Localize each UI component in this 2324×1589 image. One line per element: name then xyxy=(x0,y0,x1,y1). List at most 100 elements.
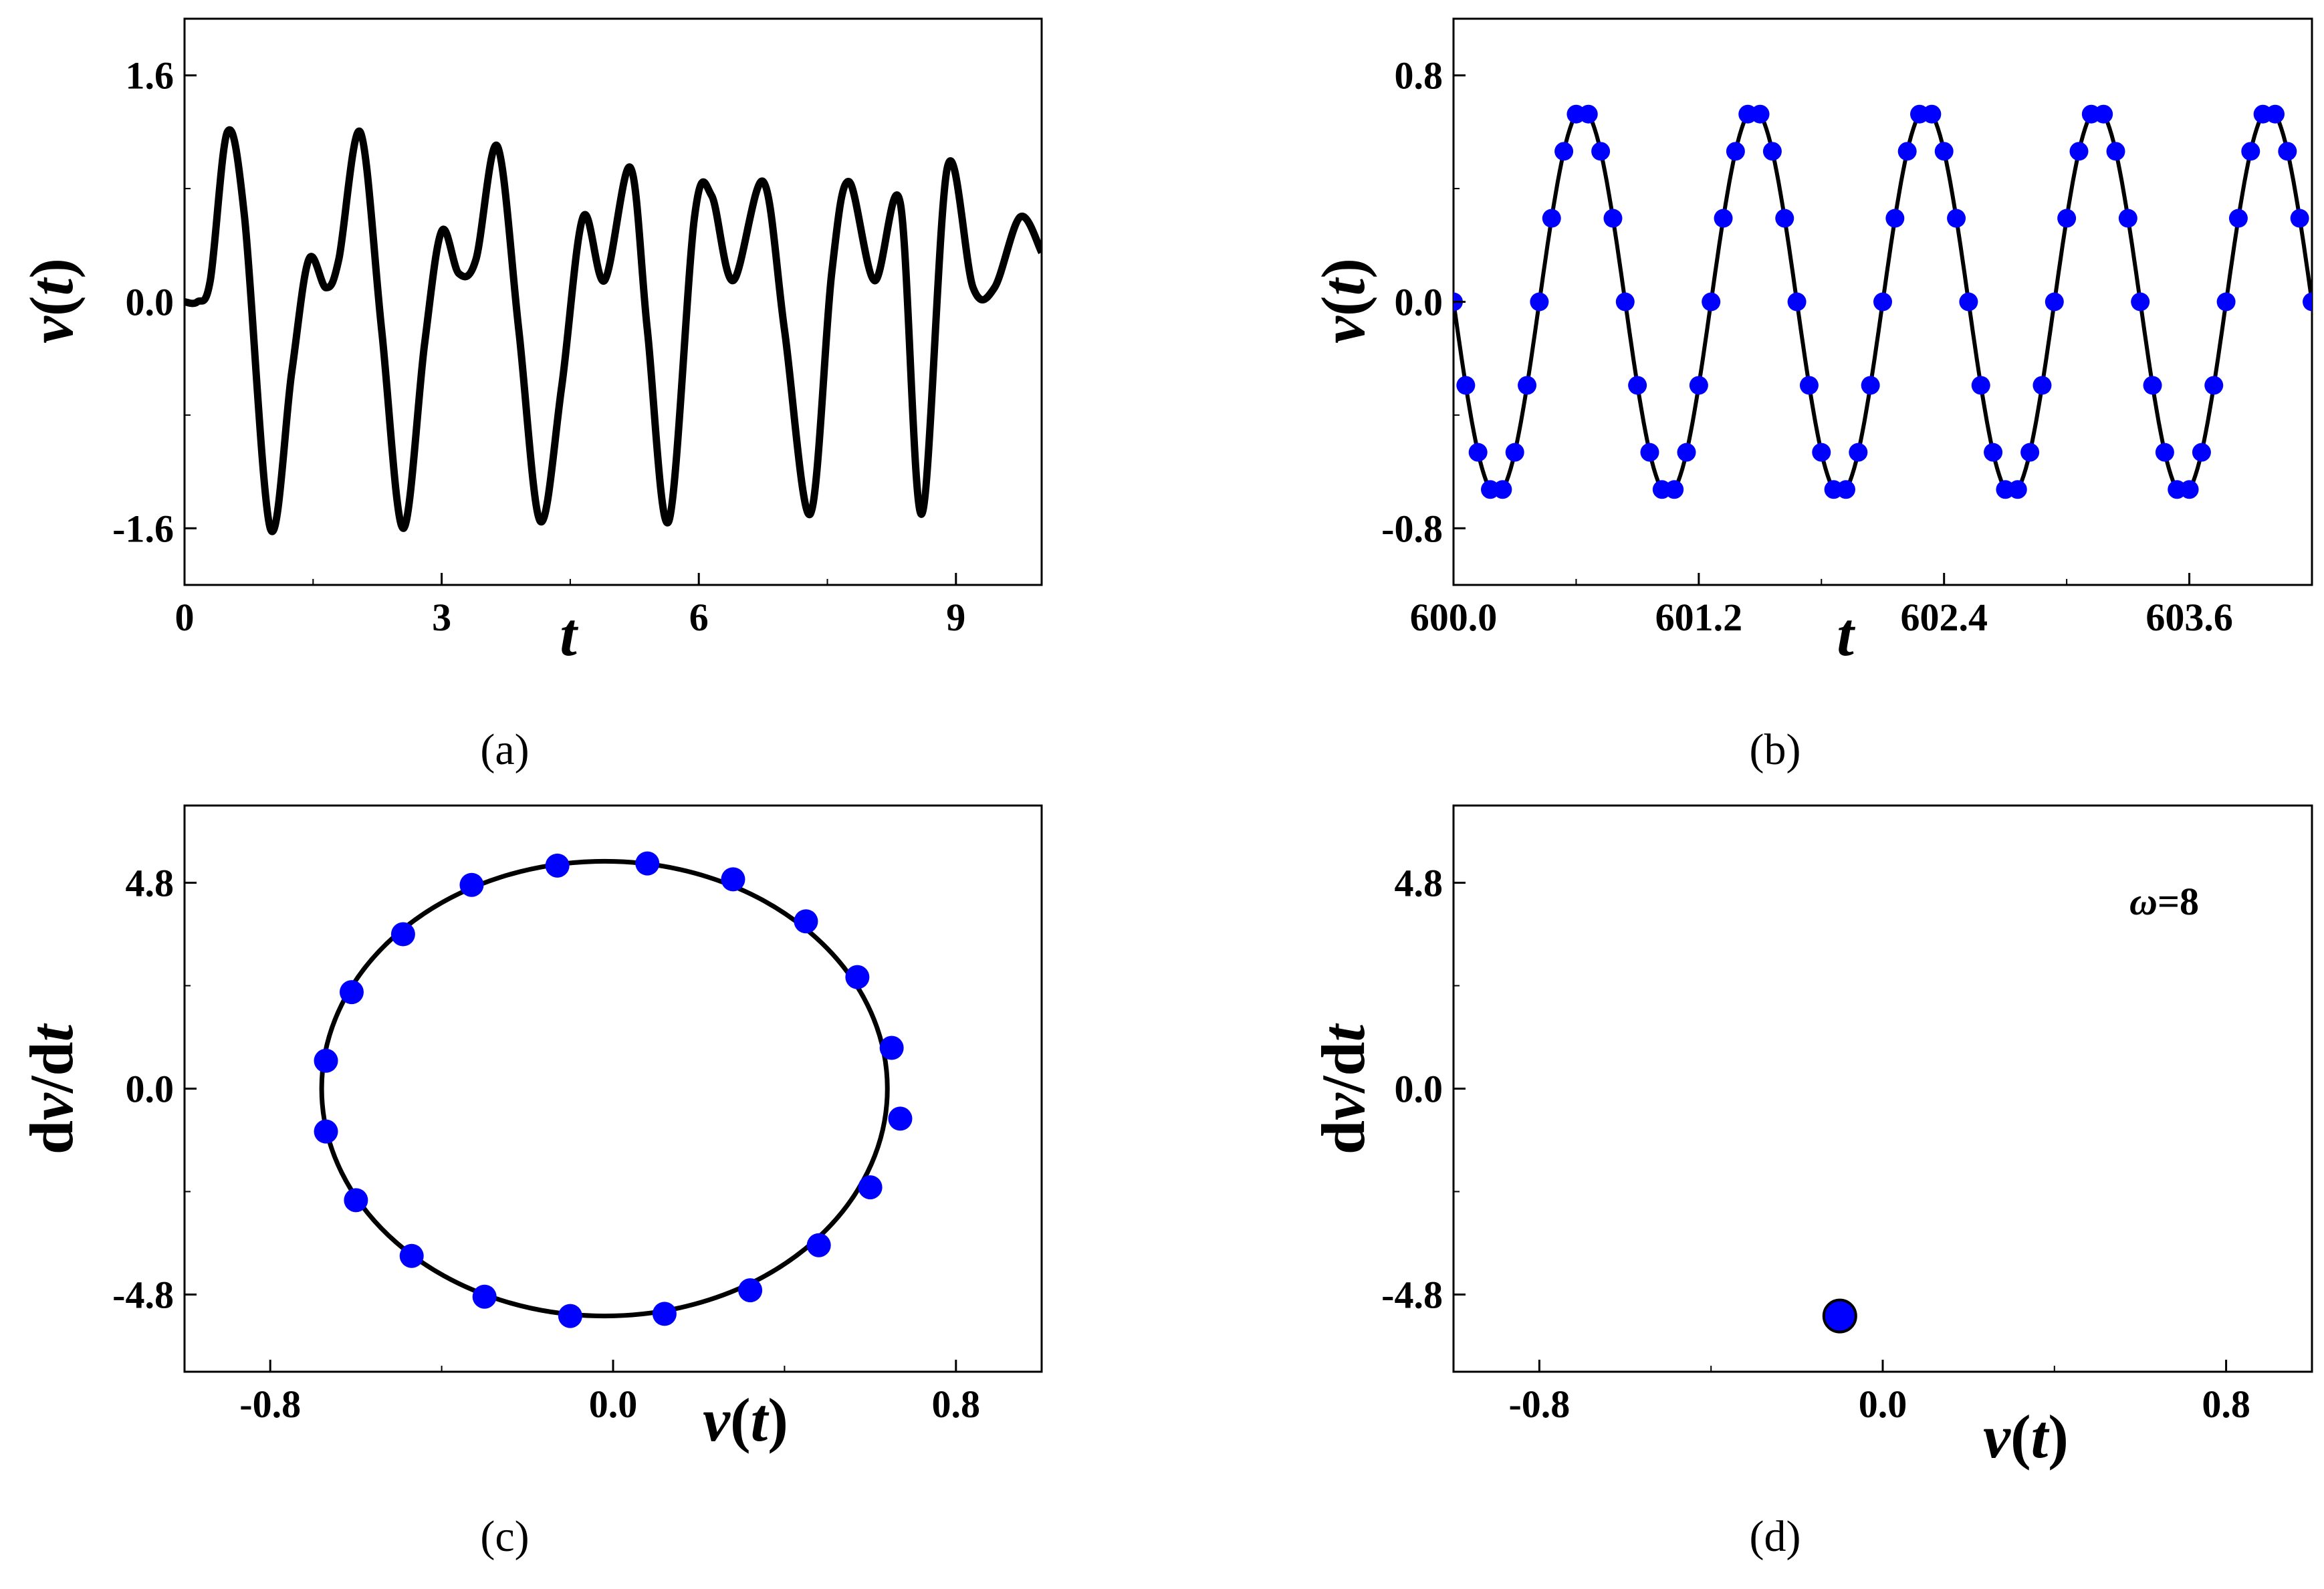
data-point xyxy=(1591,142,1611,161)
data-point xyxy=(2057,209,2077,228)
y-tick-label: 4.8 xyxy=(1395,862,1443,905)
data-point xyxy=(2020,443,2040,462)
plot-area xyxy=(185,126,1042,535)
x-tick-label: 9 xyxy=(946,596,965,639)
x-tick-label: 601.2 xyxy=(1655,596,1743,639)
x-tick-label: 603.6 xyxy=(2145,596,2233,639)
y-axis-label-part: ( xyxy=(1309,295,1377,316)
data-point xyxy=(1849,443,1868,462)
data-point xyxy=(1665,480,1684,499)
plot-frame xyxy=(183,804,1043,1373)
x-axis-label: t xyxy=(1837,600,1855,668)
data-point xyxy=(1615,292,1635,312)
data-point xyxy=(1885,209,1905,228)
data-point xyxy=(2303,292,2312,312)
data-point xyxy=(1468,443,1488,462)
data-point xyxy=(858,1175,883,1200)
x-tick-label: -0.8 xyxy=(239,1382,301,1426)
data-point xyxy=(1456,376,1476,395)
x-axis-label: t xyxy=(560,600,578,668)
y-axis-label-part: v xyxy=(17,1092,86,1120)
data-point xyxy=(1959,292,1978,312)
omega-annotation-part: ω xyxy=(2129,880,2158,923)
data-point xyxy=(1702,292,1721,312)
plot-area xyxy=(1454,104,2312,499)
data-point xyxy=(1640,443,1659,462)
y-axis-label-part: t xyxy=(17,277,86,295)
panel-a-chart: 0 3 6 9-1.60.01.6tv(t)(a) xyxy=(17,17,1043,774)
x-axis-label-part: ) xyxy=(2048,1402,2069,1471)
data-point xyxy=(2192,443,2211,462)
data-point xyxy=(1603,209,1623,228)
plot-area xyxy=(1822,1298,1857,1334)
data-point xyxy=(1984,443,2003,462)
x-axis-label-part: t xyxy=(560,600,578,668)
data-point xyxy=(1579,104,1598,124)
y-tick-label: 0.0 xyxy=(1395,281,1443,324)
data-point xyxy=(794,909,818,934)
panel-c-chart: -0.8 0.0 0.8-4.80.04.8v(t)dv/dt(c) xyxy=(17,804,1043,1561)
data-point xyxy=(1726,142,1745,161)
y-tick-label: -4.8 xyxy=(112,1273,174,1317)
y-axis-label: dv/dt xyxy=(1309,1023,1377,1154)
x-tick-label: 3 xyxy=(432,596,451,639)
x-axis-label: v(t) xyxy=(703,1386,788,1454)
data-point xyxy=(888,1106,913,1131)
phase-orbit xyxy=(319,858,890,1319)
data-point xyxy=(1822,1298,1857,1334)
panel-label: (b) xyxy=(1750,725,1801,774)
x-axis-label-part: v xyxy=(1983,1402,2011,1471)
data-point xyxy=(2106,142,2125,161)
x-tick-label: 6 xyxy=(689,596,709,639)
data-point xyxy=(652,1302,677,1326)
data-point xyxy=(2069,142,2089,161)
data-point xyxy=(1897,142,1917,161)
y-tick-label: 0.0 xyxy=(126,281,175,324)
data-point xyxy=(2228,209,2248,228)
y-axis-label-part: ( xyxy=(17,295,86,316)
y-axis-label-part: d xyxy=(1309,1120,1377,1154)
data-point xyxy=(1542,209,1561,228)
data-point xyxy=(314,1048,338,1073)
y-axis-label-part: t xyxy=(1309,277,1377,295)
data-point xyxy=(1873,292,1892,312)
y-tick-label: -4.8 xyxy=(1381,1273,1443,1317)
data-point xyxy=(1861,376,1880,395)
y-tick-label: 4.8 xyxy=(126,862,175,905)
omega-annotation: ω=8 xyxy=(2129,880,2199,923)
y-axis-label-part: ) xyxy=(17,258,86,279)
y-axis-label: v(t) xyxy=(1309,258,1377,344)
y-axis-label-part: v xyxy=(1309,1092,1377,1120)
y-axis-label: dv/dt xyxy=(17,1023,86,1154)
x-axis-label-part: t xyxy=(2031,1402,2050,1471)
y-tick-label: -0.8 xyxy=(1381,507,1443,550)
data-point xyxy=(2216,292,2236,312)
panel-b-chart: 600.0 601.2 602.4 603.6-0.80.00.8tv(t)(b) xyxy=(1309,17,2313,774)
series-line xyxy=(185,126,1042,535)
data-point xyxy=(2155,443,2174,462)
data-point xyxy=(314,1119,338,1144)
data-point xyxy=(459,872,484,897)
data-point xyxy=(1947,209,1966,228)
x-tick-label: 600.0 xyxy=(1410,596,1498,639)
omega-annotation-part: =8 xyxy=(2158,880,2199,923)
x-tick-label: 0 xyxy=(175,596,195,639)
data-point xyxy=(879,1035,904,1060)
y-tick-label: -1.6 xyxy=(112,507,174,550)
y-axis-label-part: v xyxy=(1309,316,1377,344)
data-point xyxy=(2143,376,2162,395)
data-point xyxy=(845,965,870,989)
data-point xyxy=(1836,480,1855,499)
data-point xyxy=(339,980,364,1005)
plot-frame xyxy=(183,17,1043,586)
x-axis-label: v(t) xyxy=(1983,1402,2069,1471)
data-point xyxy=(1689,376,1708,395)
data-point xyxy=(2180,480,2199,499)
data-point xyxy=(635,851,660,876)
x-axis-label-part: ( xyxy=(730,1386,751,1454)
data-point xyxy=(721,867,745,892)
plot-area xyxy=(314,851,913,1328)
panel-label: (d) xyxy=(1750,1512,1801,1561)
data-point xyxy=(1505,443,1524,462)
data-point xyxy=(2032,376,2052,395)
